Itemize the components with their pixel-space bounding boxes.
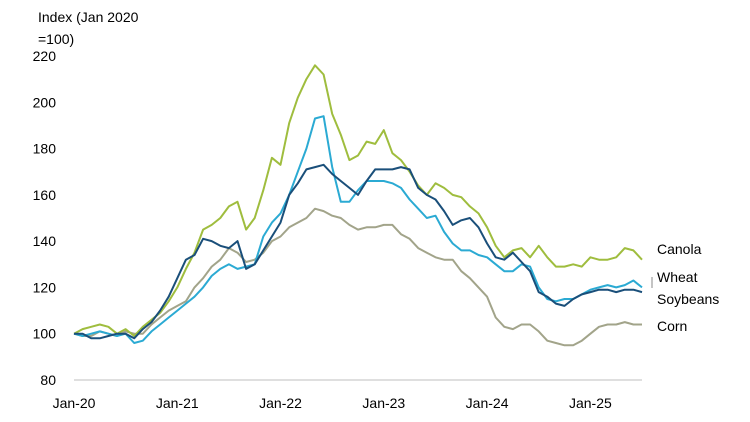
series-labels: Canola Wheat Soybeans Corn: [651, 241, 719, 334]
series-label-wheat: Wheat: [657, 269, 698, 285]
y-axis-ticks: 80 100 120 140 160 180 200 220: [33, 48, 57, 388]
y-tick-label: 80: [40, 372, 56, 388]
y-tick-label: 160: [33, 187, 57, 203]
y-tick-label: 100: [33, 326, 57, 342]
x-tick-label: Jan-22: [259, 395, 302, 411]
series-label-canola: Canola: [657, 241, 702, 257]
y-axis-title: Index (Jan 2020 =100): [38, 9, 139, 47]
series-label-corn: Corn: [657, 318, 687, 334]
series-line-corn: [73, 207, 642, 347]
y-tick-label: 200: [33, 94, 57, 110]
x-axis-ticks: Jan-20 Jan-21 Jan-22 Jan-23 Jan-24 Jan-25: [53, 395, 612, 411]
y-tick-label: 180: [33, 141, 57, 157]
x-tick-label: Jan-21: [156, 395, 199, 411]
series-label-soybeans: Soybeans: [657, 291, 719, 307]
series-line-canola: [73, 64, 643, 337]
x-tick-label: Jan-20: [53, 395, 96, 411]
series-line-soybeans: [74, 163, 643, 340]
series-line-wheat: [73, 115, 643, 344]
x-tick-label: Jan-24: [466, 395, 509, 411]
y-tick-label: 120: [33, 279, 57, 295]
y-tick-label: 140: [33, 233, 57, 249]
x-tick-label: Jan-25: [569, 395, 612, 411]
series-lines: [73, 64, 643, 347]
x-tick-label: Jan-23: [362, 395, 405, 411]
y-tick-label: 220: [33, 48, 57, 64]
